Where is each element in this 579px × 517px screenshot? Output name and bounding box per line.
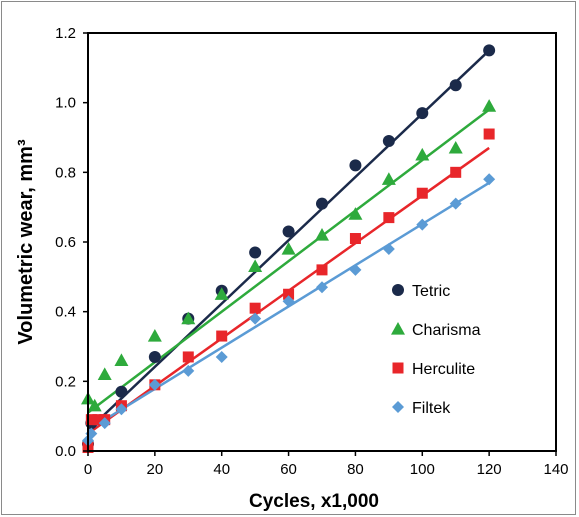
charisma-point [482, 99, 497, 112]
herculite-point [92, 414, 104, 426]
y-tick-label: 0.6 [55, 234, 76, 251]
legend-tetric-label: Tetric [412, 283, 450, 300]
legend: Tetric Charisma Herculite Filtek [391, 283, 481, 417]
filtek-point [249, 312, 262, 325]
herculite-point [182, 351, 194, 363]
charisma-point [348, 207, 363, 220]
x-tick-label: 20 [147, 461, 164, 478]
charisma-point [315, 228, 329, 241]
x-tick-label: 140 [543, 461, 568, 478]
tetric-point [349, 159, 362, 172]
charisma-point [415, 147, 430, 161]
filtek-point [215, 350, 228, 363]
y-tick-label: 0.0 [55, 443, 76, 460]
legend-charisma-label: Charisma [412, 322, 481, 339]
x-tick-label: 120 [477, 461, 502, 478]
herculite-point [316, 264, 328, 276]
charisma-point [214, 287, 229, 300]
herculite-point [383, 212, 395, 224]
charisma-point [147, 329, 162, 342]
x-axis-ticks: 0 20 40 60 80 100 120 140 [84, 451, 569, 478]
y-tick-label: 0.4 [55, 304, 76, 321]
y-axis-ticks: 0.0 0.2 0.4 0.6 0.8 1.0 1.2 [55, 25, 88, 460]
filtek-point [282, 295, 295, 308]
tetric-point [282, 225, 295, 238]
tetric-point [115, 385, 128, 398]
legend-herculite-marker [392, 362, 404, 374]
herculite-point [283, 288, 295, 300]
legend-filtek-marker [392, 401, 404, 413]
charisma-point [248, 259, 263, 272]
y-axis-title: Volumetric wear, mm³ [15, 139, 37, 345]
filtek-point [316, 281, 328, 294]
legend-tetric-marker [392, 284, 404, 296]
tetric-point [316, 197, 328, 210]
x-tick-label: 60 [280, 461, 297, 478]
y-tick-label: 0.2 [55, 373, 76, 390]
y-tick-label: 0.8 [55, 164, 76, 181]
filtek-point [449, 197, 462, 210]
tetric-point [449, 79, 462, 92]
tetric-point [249, 246, 262, 259]
tetric-point [382, 134, 395, 147]
y-tick-label: 1.2 [55, 25, 76, 42]
tetric-point [483, 44, 496, 57]
legend-herculite-label: Herculite [412, 361, 475, 378]
herculite-point [249, 302, 261, 314]
herculite-point [349, 233, 361, 245]
x-tick-label: 0 [84, 461, 92, 478]
filtek-point [98, 417, 111, 430]
charisma-point [97, 367, 112, 380]
filtek-point [483, 173, 496, 186]
filtek-point [115, 403, 128, 416]
herculite-point [450, 166, 462, 178]
charisma-point [381, 172, 396, 185]
tetric-point [416, 107, 429, 120]
herculite-point [85, 414, 97, 426]
legend-filtek-label: Filtek [412, 400, 451, 417]
charisma-point [87, 398, 102, 412]
data-points [81, 44, 497, 454]
x-tick-label: 80 [347, 461, 364, 478]
y-tick-label: 1.0 [55, 95, 76, 112]
charisma-point [448, 140, 463, 154]
x-tick-label: 100 [410, 461, 435, 478]
filtek-point [382, 242, 395, 255]
x-axis-title: Cycles, x1,000 [249, 491, 379, 512]
herculite-point [216, 330, 228, 342]
filtek-point [416, 218, 429, 231]
herculite-point [483, 128, 495, 140]
filtek-point [349, 263, 362, 276]
herculite-point [416, 187, 428, 199]
tetric-point [148, 350, 161, 363]
charisma-point [114, 353, 129, 367]
filtek-point [148, 378, 161, 391]
charisma-point [181, 311, 196, 325]
filtek-point [182, 364, 195, 377]
charisma-point [281, 241, 296, 255]
legend-charisma-marker [391, 322, 405, 335]
x-tick-label: 40 [213, 461, 230, 478]
